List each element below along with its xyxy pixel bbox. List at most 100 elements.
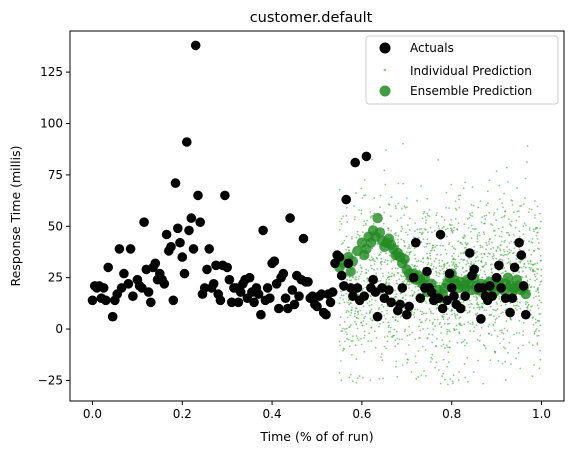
actual-point — [170, 178, 181, 188]
individual-prediction-point — [514, 226, 517, 229]
individual-prediction-point — [457, 255, 460, 258]
actual-point — [312, 301, 322, 312]
individual-prediction-point — [536, 227, 539, 229]
individual-prediction-point — [456, 265, 459, 268]
individual-prediction-point — [492, 324, 495, 327]
individual-prediction-point — [498, 315, 500, 318]
individual-prediction-point — [394, 232, 397, 234]
individual-prediction-point — [527, 262, 530, 265]
individual-prediction-point — [539, 255, 542, 257]
individual-prediction-point — [401, 227, 404, 230]
actual-point — [426, 287, 437, 297]
individual-prediction-point — [345, 292, 348, 295]
x-tick-label: 0.6 — [352, 407, 371, 421]
actual-point — [437, 303, 448, 314]
individual-prediction-point — [364, 315, 367, 318]
individual-prediction-point — [436, 306, 439, 309]
individual-prediction-point — [411, 331, 413, 334]
individual-prediction-point — [360, 337, 362, 340]
legend-marker-individual — [383, 68, 387, 72]
individual-prediction-point — [534, 270, 536, 273]
individual-prediction-point — [436, 253, 438, 256]
individual-prediction-point — [444, 248, 447, 251]
actual-point — [408, 272, 419, 283]
actual-point — [184, 225, 194, 236]
individual-prediction-point — [523, 263, 526, 265]
individual-prediction-point — [380, 353, 383, 355]
individual-prediction-point — [397, 272, 400, 275]
individual-prediction-point — [481, 276, 484, 279]
individual-prediction-point — [458, 261, 461, 264]
ensemble-prediction-point — [399, 254, 410, 265]
individual-prediction-point — [538, 248, 541, 251]
individual-prediction-point — [403, 214, 406, 217]
actual-point — [514, 237, 524, 248]
individual-prediction-point — [343, 340, 346, 343]
individual-prediction-point — [439, 244, 442, 247]
individual-prediction-point — [360, 270, 363, 273]
individual-prediction-point — [363, 317, 366, 320]
individual-prediction-point — [368, 300, 371, 303]
individual-prediction-point — [346, 337, 348, 340]
individual-prediction-point — [462, 266, 464, 269]
individual-prediction-point — [359, 309, 362, 312]
individual-prediction-point — [481, 216, 484, 219]
individual-prediction-point — [507, 261, 510, 264]
individual-prediction-point — [346, 309, 348, 312]
individual-prediction-point — [532, 316, 535, 319]
individual-prediction-point — [525, 300, 527, 303]
individual-prediction-point — [379, 279, 382, 282]
individual-prediction-point — [379, 268, 382, 270]
individual-prediction-point — [393, 239, 396, 241]
individual-prediction-point — [441, 267, 444, 270]
y-tick-label: 50 — [48, 219, 63, 233]
individual-prediction-point — [483, 215, 486, 217]
individual-prediction-point — [467, 262, 470, 265]
individual-prediction-point — [466, 356, 469, 359]
individual-prediction-point — [488, 314, 491, 317]
individual-prediction-point — [534, 200, 536, 202]
ensemble-prediction-point — [374, 227, 386, 238]
individual-prediction-point — [492, 308, 495, 311]
individual-prediction-point — [431, 247, 434, 250]
individual-prediction-point — [517, 305, 520, 307]
individual-prediction-point — [389, 330, 392, 333]
individual-prediction-point — [520, 205, 523, 207]
individual-prediction-point — [475, 228, 477, 230]
individual-prediction-point — [421, 311, 424, 313]
individual-prediction-point — [395, 279, 398, 282]
individual-prediction-point — [343, 348, 345, 351]
individual-prediction-point — [408, 245, 410, 248]
individual-prediction-point — [402, 296, 404, 299]
individual-prediction-point — [519, 205, 521, 208]
individual-prediction-point — [401, 338, 403, 341]
individual-prediction-point — [413, 254, 416, 256]
individual-prediction-point — [395, 360, 398, 363]
actual-point — [505, 307, 515, 318]
individual-prediction-point — [532, 296, 535, 299]
individual-prediction-point — [421, 217, 424, 220]
individual-prediction-point — [464, 344, 466, 347]
individual-prediction-point — [463, 339, 466, 341]
actual-point — [285, 213, 295, 223]
individual-prediction-point — [363, 334, 366, 337]
individual-prediction-point — [393, 273, 396, 276]
individual-prediction-point — [368, 258, 371, 261]
individual-prediction-point — [394, 316, 397, 318]
individual-prediction-point — [473, 245, 475, 248]
individual-prediction-point — [373, 330, 376, 332]
actual-point — [202, 264, 212, 275]
individual-prediction-point — [344, 328, 346, 331]
individual-prediction-point — [428, 333, 430, 335]
individual-prediction-point — [429, 226, 432, 229]
individual-prediction-point — [463, 271, 465, 273]
individual-prediction-point — [396, 376, 399, 378]
individual-prediction-point — [462, 259, 465, 261]
individual-prediction-point — [526, 161, 528, 164]
individual-prediction-point — [538, 284, 541, 286]
individual-prediction-point — [417, 289, 420, 292]
individual-prediction-point — [355, 279, 358, 281]
individual-prediction-point — [488, 323, 490, 326]
individual-prediction-point — [404, 298, 407, 301]
individual-prediction-point — [414, 338, 417, 341]
